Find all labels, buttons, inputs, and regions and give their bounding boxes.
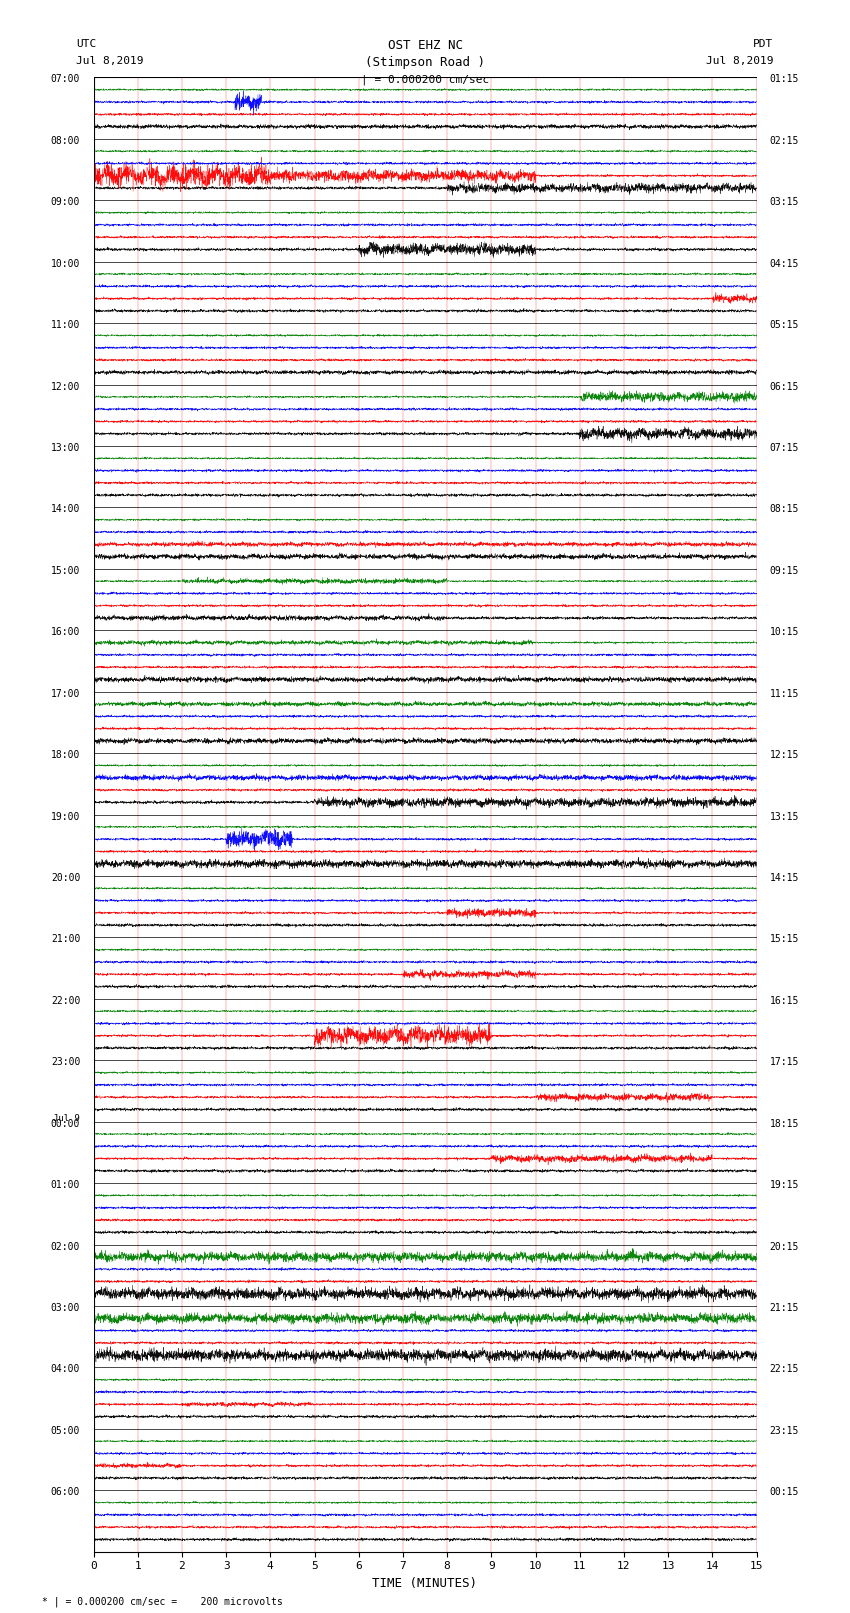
Text: 05:00: 05:00 [51,1426,80,1436]
Text: 13:15: 13:15 [770,811,799,821]
Text: 17:15: 17:15 [770,1058,799,1068]
Text: 04:00: 04:00 [51,1365,80,1374]
Text: 23:15: 23:15 [770,1426,799,1436]
Text: 04:15: 04:15 [770,258,799,269]
Text: 20:00: 20:00 [51,873,80,882]
Text: Jul 8,2019: Jul 8,2019 [706,56,774,66]
Text: 14:00: 14:00 [51,505,80,515]
Text: 19:15: 19:15 [770,1181,799,1190]
Text: 07:00: 07:00 [51,74,80,84]
Text: 00:15: 00:15 [770,1487,799,1497]
Text: 17:00: 17:00 [51,689,80,698]
Text: (Stimpson Road ): (Stimpson Road ) [365,56,485,69]
Text: | = 0.000200 cm/sec: | = 0.000200 cm/sec [361,74,489,85]
Text: 06:00: 06:00 [51,1487,80,1497]
Text: 05:15: 05:15 [770,321,799,331]
Text: 06:15: 06:15 [770,382,799,392]
Text: 08:00: 08:00 [51,135,80,145]
Text: 15:15: 15:15 [770,934,799,945]
Text: 13:00: 13:00 [51,444,80,453]
Text: UTC: UTC [76,39,97,48]
Text: 00:00: 00:00 [51,1119,80,1129]
Text: 21:00: 21:00 [51,934,80,945]
Text: 02:00: 02:00 [51,1242,80,1252]
Text: 11:15: 11:15 [770,689,799,698]
Text: 14:15: 14:15 [770,873,799,882]
Text: 03:00: 03:00 [51,1303,80,1313]
Text: 19:00: 19:00 [51,811,80,821]
Text: 09:00: 09:00 [51,197,80,208]
Text: Jul 8,2019: Jul 8,2019 [76,56,144,66]
Text: 08:15: 08:15 [770,505,799,515]
Text: 16:00: 16:00 [51,627,80,637]
Text: 12:15: 12:15 [770,750,799,760]
Text: 20:15: 20:15 [770,1242,799,1252]
Text: 03:15: 03:15 [770,197,799,208]
X-axis label: TIME (MINUTES): TIME (MINUTES) [372,1578,478,1590]
Text: Jul 9: Jul 9 [54,1115,80,1123]
Text: 22:15: 22:15 [770,1365,799,1374]
Text: OST EHZ NC: OST EHZ NC [388,39,462,52]
Text: 10:00: 10:00 [51,258,80,269]
Text: 01:00: 01:00 [51,1181,80,1190]
Text: PDT: PDT [753,39,774,48]
Text: 18:15: 18:15 [770,1119,799,1129]
Text: 07:15: 07:15 [770,444,799,453]
Text: 15:00: 15:00 [51,566,80,576]
Text: 11:00: 11:00 [51,321,80,331]
Text: 12:00: 12:00 [51,382,80,392]
Text: 10:15: 10:15 [770,627,799,637]
Text: 02:15: 02:15 [770,135,799,145]
Text: 21:15: 21:15 [770,1303,799,1313]
Text: * | = 0.000200 cm/sec =    200 microvolts: * | = 0.000200 cm/sec = 200 microvolts [42,1595,283,1607]
Text: 18:00: 18:00 [51,750,80,760]
Text: 01:15: 01:15 [770,74,799,84]
Text: 22:00: 22:00 [51,995,80,1007]
Text: 16:15: 16:15 [770,995,799,1007]
Text: 09:15: 09:15 [770,566,799,576]
Text: 23:00: 23:00 [51,1058,80,1068]
